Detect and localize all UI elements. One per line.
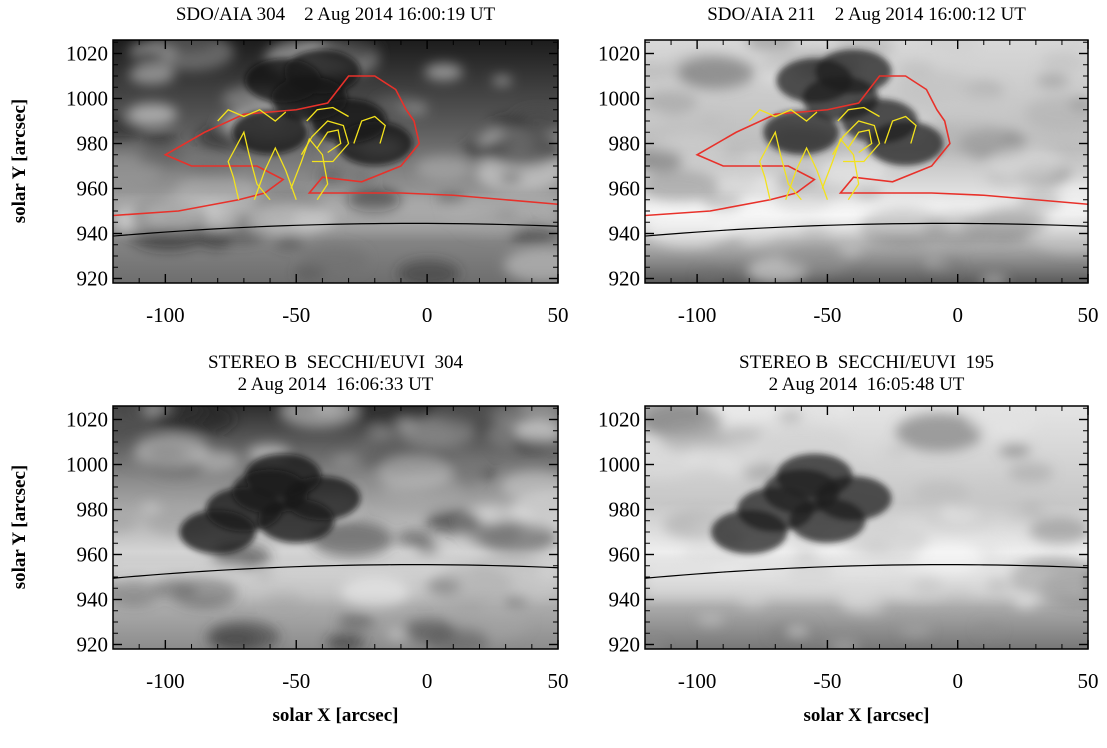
y-tick-label: 920 [77, 633, 109, 657]
panel-title-line: SDO/AIA 211 2 Aug 2014 16:00:12 UT [707, 4, 1026, 25]
y-tick-label: 1000 [598, 453, 640, 477]
plot-frame [644, 39, 1089, 284]
panel-title-line: SDO/AIA 304 2 Aug 2014 16:00:19 UT [175, 4, 496, 25]
y-tick-label: 960 [609, 543, 641, 567]
solar-limb-line [645, 222, 1088, 237]
x-axis-label: solar X [arcsec] [803, 705, 930, 726]
y-tick-label: 960 [77, 543, 109, 567]
y-tick-label: 1000 [66, 87, 108, 111]
image-texture [113, 406, 558, 649]
panel-title-aia211: SDO/AIA 211 2 Aug 2014 16:00:12 UT [645, 4, 1088, 26]
x-tick-label: -50 [282, 303, 310, 327]
yellow-contours [217, 106, 386, 201]
x-tick-label: 0 [952, 303, 963, 327]
y-tick-label: 980 [77, 132, 109, 156]
x-tick-label: -50 [813, 303, 841, 327]
y-tick-label: 960 [609, 177, 641, 201]
x-tick-label: 0 [422, 669, 433, 693]
panel-aia304: -100 -50 0 50 920 940 960 980 1000 1020 [66, 39, 569, 327]
red-contour [645, 75, 1088, 217]
panel-image-aia304 [113, 40, 558, 283]
y-tick-label: 920 [77, 267, 109, 291]
panel-title-line: STEREO B SECCHI/EUVI 304 [208, 352, 463, 373]
y-axis-label: solar Y [arcsec] [9, 98, 30, 223]
panel-image-euvi195 [645, 406, 1088, 649]
y-tick-label: 940 [609, 588, 641, 612]
y-axis-label: solar Y [arcsec] [9, 464, 30, 589]
yellow-contours [748, 106, 917, 201]
panel-title-aia304: SDO/AIA 304 2 Aug 2014 16:00:19 UT [113, 4, 558, 26]
x-tick-label: -100 [146, 303, 185, 327]
x-tick-label: 50 [548, 303, 569, 327]
dark-region [179, 453, 361, 554]
y-tick-label: 980 [77, 498, 109, 522]
y-tick-label: 940 [77, 222, 109, 246]
x-axis-label: solar X [arcsec] [272, 705, 399, 726]
plot-frame [112, 405, 559, 650]
panel-title-line: STEREO B SECCHI/EUVI 195 [739, 352, 994, 373]
x-tick-label: -100 [678, 669, 717, 693]
panel-euvi304: -100 -50 0 50 920 940 960 980 1000 1020 [66, 405, 569, 693]
panel-title-euvi195: STEREO B SECCHI/EUVI 195 2 Aug 2014 16:05… [645, 352, 1088, 396]
x-tick-label: 50 [1078, 303, 1099, 327]
solar-limb-line [645, 564, 1088, 579]
solar-limb-line [113, 564, 558, 579]
y-tick-label: 1020 [598, 408, 640, 432]
y-tick-label: 1000 [598, 87, 640, 111]
x-tick-label: 0 [422, 303, 433, 327]
plot-frame [644, 405, 1089, 650]
y-tick-label: 1020 [66, 408, 108, 432]
x-tick-label: 0 [952, 669, 963, 693]
plot-frame [112, 39, 559, 284]
y-tick-label: 1020 [598, 42, 640, 66]
y-tick-label: 960 [77, 177, 109, 201]
panel-image-aia211 [645, 40, 1088, 283]
y-tick-label: 980 [609, 132, 641, 156]
y-tick-label: 940 [609, 222, 641, 246]
panel-title-line: 2 Aug 2014 16:06:33 UT [237, 374, 434, 395]
y-tick-label: 1000 [66, 453, 108, 477]
y-tick-label: 920 [609, 267, 641, 291]
solar-limb-line [113, 222, 558, 237]
panel-title-euvi304: STEREO B SECCHI/EUVI 304 2 Aug 2014 16:06… [113, 352, 558, 396]
y-tick-label: 920 [609, 633, 641, 657]
panel-image-euvi304 [113, 406, 558, 649]
x-tick-label: -50 [282, 669, 310, 693]
x-tick-label: -100 [146, 669, 185, 693]
red-contour [113, 75, 558, 217]
x-tick-label: -50 [813, 669, 841, 693]
panel-title-line: 2 Aug 2014 16:05:48 UT [768, 374, 965, 395]
panel-aia211: -100 -50 0 50 920 940 960 980 1000 1020 [598, 39, 1099, 327]
x-tick-label: 50 [1078, 669, 1099, 693]
dark-region [711, 453, 892, 554]
y-tick-label: 980 [609, 498, 641, 522]
panel-euvi195: -100 -50 0 50 920 940 960 980 1000 1020 [598, 405, 1099, 693]
x-tick-label: -100 [678, 303, 717, 327]
y-tick-label: 940 [77, 588, 109, 612]
x-tick-label: 50 [548, 669, 569, 693]
y-tick-label: 1020 [66, 42, 108, 66]
